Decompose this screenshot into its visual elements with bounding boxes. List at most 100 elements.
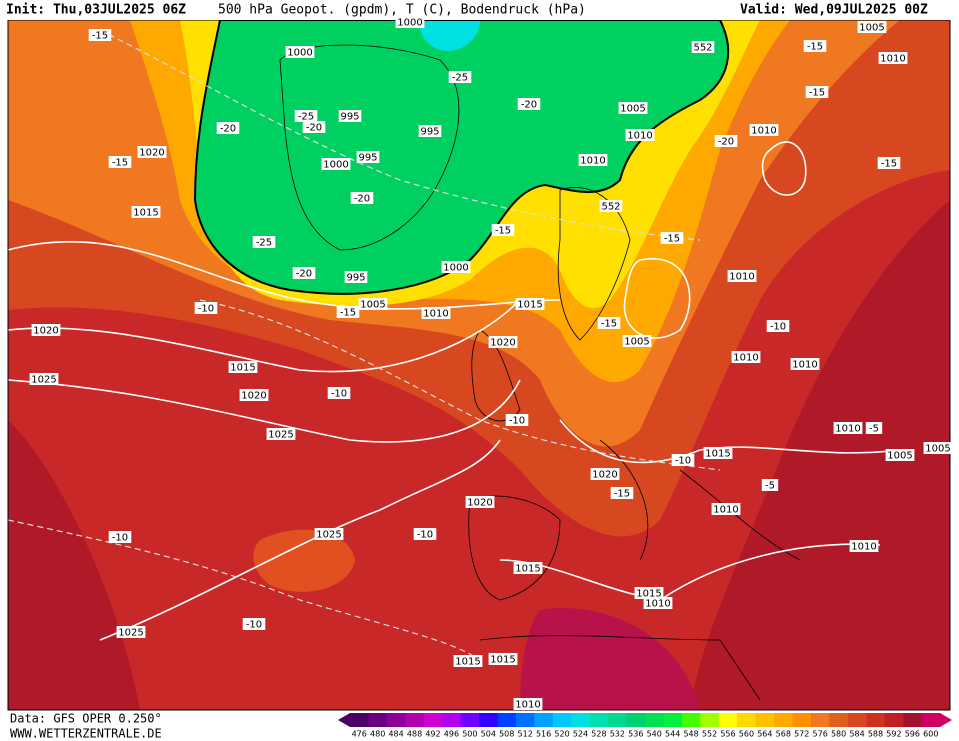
label-box — [790, 358, 820, 370]
legend-label: 588 — [868, 730, 883, 739]
label-box — [731, 351, 761, 363]
label-box — [865, 422, 883, 434]
field-cyan — [419, 20, 480, 51]
label-box — [29, 373, 59, 385]
isobar — [623, 257, 691, 339]
contour-label: 1025 — [268, 430, 293, 441]
label-box — [292, 267, 316, 279]
field-hot — [520, 608, 700, 710]
contour-label: 1015 — [636, 589, 661, 600]
label-box — [878, 52, 908, 64]
label-box — [923, 442, 953, 454]
legend-swatch — [792, 713, 812, 727]
contour-label: -15 — [614, 489, 630, 500]
contour-label: 1015 — [133, 208, 158, 219]
label-box — [625, 129, 655, 141]
label-box — [418, 125, 442, 137]
website: WWW.WETTERZENTRALE.DE — [10, 727, 162, 741]
legend-label: 520 — [554, 730, 569, 739]
label-box — [356, 151, 380, 163]
label-box — [285, 46, 315, 58]
contour-label: -10 — [770, 322, 786, 333]
legend-swatch — [405, 713, 425, 727]
contour-label: 1010 — [713, 505, 738, 516]
label-box — [513, 698, 543, 710]
contour-label: -15 — [664, 234, 680, 245]
isotherm — [7, 519, 481, 661]
contour-label: 1015 — [515, 564, 540, 575]
contour-label: -5 — [869, 424, 879, 435]
label-box — [491, 224, 515, 236]
contour-label: -15 — [881, 159, 897, 170]
legend-label: 484 — [388, 730, 403, 739]
legend-swatch — [810, 713, 830, 727]
contour-label: 1010 — [645, 599, 670, 610]
legend-swatch — [755, 713, 775, 727]
label-box — [488, 336, 518, 348]
isobar — [7, 241, 561, 310]
contour-label: 1015 — [230, 363, 255, 374]
label-box — [691, 41, 715, 53]
legend-label: 508 — [499, 730, 514, 739]
label-box — [857, 21, 887, 33]
isobar — [7, 379, 521, 443]
contour-label: -15 — [340, 308, 356, 319]
legend-label: 480 — [370, 730, 385, 739]
contour-label: 1020 — [33, 326, 58, 337]
contour-label: -15 — [601, 319, 617, 330]
contour-label: 1020 — [592, 470, 617, 481]
legend-swatch — [847, 713, 867, 727]
legend-swatch — [700, 713, 720, 727]
contour-552 — [193, 19, 730, 295]
contour-label: 1005 — [360, 300, 385, 311]
label-box — [314, 528, 344, 540]
label-box — [395, 16, 425, 28]
legend-label: 584 — [849, 730, 864, 739]
label-box — [618, 102, 648, 114]
color-legend: 476 480 484 488 492 496 500 504 508 512 516 520 524 5… — [338, 713, 952, 739]
legend-label: 564 — [757, 730, 772, 739]
label-box — [302, 121, 326, 133]
legend-swatch — [774, 713, 793, 727]
legend-swatch — [479, 713, 498, 727]
label-box — [266, 428, 296, 440]
contour-label: 1015 — [490, 655, 515, 666]
contour-label: 995 — [346, 273, 365, 284]
contour-label: 1010 — [729, 272, 754, 283]
label-box — [242, 618, 266, 630]
init-time: Init: Thu,03JUL2025 06Z — [6, 3, 186, 18]
contour-label: 1020 — [467, 498, 492, 509]
contour-label: 552 — [601, 202, 620, 213]
label-box — [137, 146, 167, 158]
legend-label: 592 — [886, 730, 901, 739]
legend-label: 556 — [720, 730, 735, 739]
contour-label: -25 — [298, 112, 314, 123]
contour-label: 995 — [340, 112, 359, 123]
legend-swatch — [608, 713, 628, 727]
legend-label: 548 — [683, 730, 698, 739]
contour-label: 1010 — [835, 424, 860, 435]
legend-swatch — [681, 713, 701, 727]
legend-swatch — [663, 713, 683, 727]
legend-swatch — [423, 713, 443, 727]
contour-label: -5 — [765, 481, 775, 492]
contour-label: -25 — [452, 73, 468, 84]
legend-label: 524 — [573, 730, 588, 739]
contour-label: 1005 — [624, 337, 649, 348]
contour-label: 1010 — [423, 309, 448, 320]
label-box — [358, 298, 388, 310]
label-box — [252, 236, 276, 248]
legend-label: 536 — [628, 730, 643, 739]
contour-label: 1020 — [241, 391, 266, 402]
contour-label: -20 — [521, 100, 537, 111]
label-box — [336, 306, 360, 318]
label-box — [597, 317, 621, 329]
legend-swatch — [497, 713, 517, 727]
label-box — [488, 653, 518, 665]
contour-label: -15 — [112, 158, 128, 169]
label-box — [338, 110, 362, 122]
label-box — [766, 320, 790, 332]
valid-time: Valid: Wed,09JUL2025 00Z — [740, 3, 928, 18]
contour-label: 1015 — [455, 657, 480, 668]
